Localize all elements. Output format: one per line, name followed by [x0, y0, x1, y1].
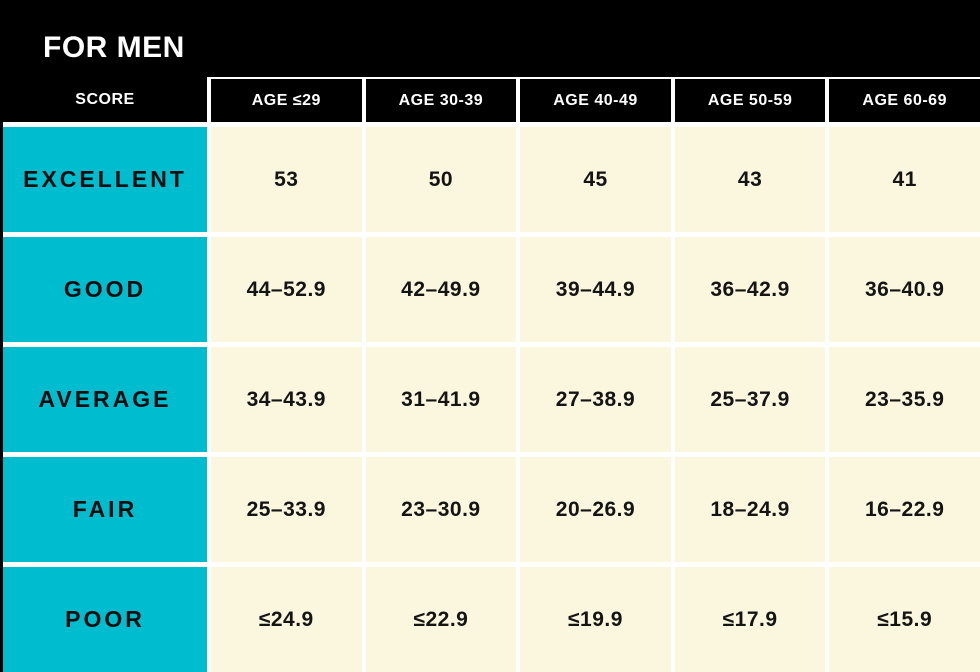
column-header-age-50-59: AGE 50-59	[674, 77, 826, 122]
table-cell: 50	[365, 127, 517, 232]
table-cell: 44–52.9	[211, 237, 362, 342]
table-cell: ≤19.9	[520, 567, 671, 672]
table-cell: 27–38.9	[520, 347, 671, 452]
table-cell: 36–40.9	[829, 237, 980, 342]
table-cell: 20–26.9	[520, 457, 671, 562]
table-cell: 39–44.9	[520, 237, 671, 342]
norms-table: SCORE AGE ≤29 AGE 30-39 AGE 40-49 AGE 50…	[0, 77, 980, 672]
row-label-fair: FAIR	[3, 457, 207, 562]
row-label-good: GOOD	[3, 237, 207, 342]
table-cell: 43	[674, 127, 826, 232]
table-cell: 23–35.9	[829, 347, 980, 452]
row-label-average: AVERAGE	[3, 347, 207, 452]
column-header-age-30-39: AGE 30-39	[365, 77, 517, 122]
table-cell: 42–49.9	[365, 237, 517, 342]
column-header-age-60-69: AGE 60-69	[829, 77, 980, 122]
table-cell: 36–42.9	[674, 237, 826, 342]
table-cell: ≤22.9	[365, 567, 517, 672]
table-cell: 23–30.9	[365, 457, 517, 562]
table-cell: 34–43.9	[211, 347, 362, 452]
table-cell: 16–22.9	[829, 457, 980, 562]
table-cell: 45	[520, 127, 671, 232]
column-header-age-40-49: AGE 40-49	[520, 77, 671, 122]
page-title: FOR MEN	[43, 31, 185, 64]
table-cell: ≤15.9	[829, 567, 980, 672]
table-cell: ≤17.9	[674, 567, 826, 672]
column-header-age-29: AGE ≤29	[211, 77, 362, 122]
row-label-excellent: EXCELLENT	[3, 127, 207, 232]
table-cell: 53	[211, 127, 362, 232]
row-label-poor: POOR	[3, 567, 207, 672]
table-cell: 25–33.9	[211, 457, 362, 562]
table-cell: 31–41.9	[365, 347, 517, 452]
table-cell: 41	[829, 127, 980, 232]
table-cell: 18–24.9	[674, 457, 826, 562]
table-cell: 25–37.9	[674, 347, 826, 452]
column-header-score: SCORE	[3, 77, 207, 122]
table-cell: ≤24.9	[211, 567, 362, 672]
